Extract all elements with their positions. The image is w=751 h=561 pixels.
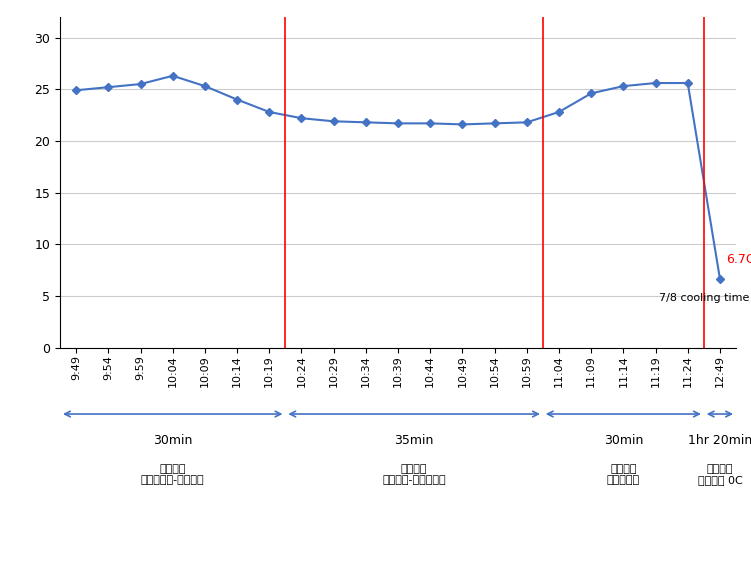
Text: 과육온도
강릅실험실: 과육온도 강릅실험실 (607, 463, 640, 485)
Text: 30min: 30min (153, 434, 192, 447)
Text: 과육온도
시험포장-강릅실험실: 과육온도 시험포장-강릅실험실 (382, 463, 446, 485)
Text: 6.7C: 6.7C (726, 253, 751, 266)
Text: 35min: 35min (394, 434, 434, 447)
Text: 외기온도
강릅실험실-시험포장: 외기온도 강릅실험실-시험포장 (141, 463, 204, 485)
Text: 1hr 20min: 1hr 20min (688, 434, 751, 447)
Text: 과육온도
예낙처리 0C: 과육온도 예낙처리 0C (698, 463, 742, 485)
Text: 7/8 cooling time: 7/8 cooling time (659, 293, 749, 304)
Text: 30min: 30min (604, 434, 643, 447)
